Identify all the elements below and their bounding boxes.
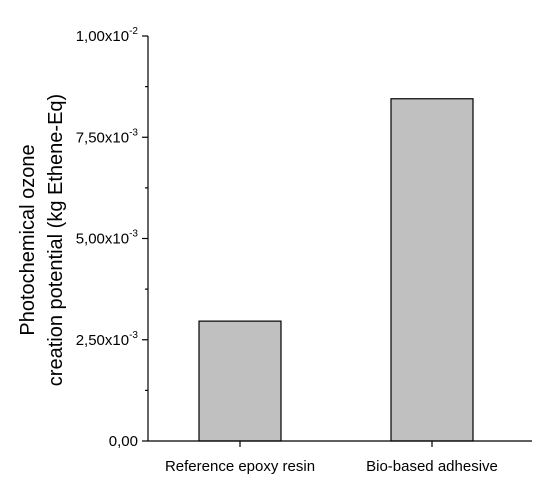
y-axis-label-line-1: Photochemical ozone [17, 144, 39, 335]
y-tick-label: 7,50x10-3 [76, 127, 139, 146]
bar-2 [390, 98, 474, 442]
bar-1 [198, 320, 282, 442]
y-axis-label: Photochemical ozone creation potential (… [17, 94, 67, 386]
x-tick-label: Bio-based adhesive [366, 458, 498, 475]
x-tick-label: Reference epoxy resin [165, 458, 315, 475]
y-tick-label: 5,00x10-3 [76, 229, 139, 248]
y-tick-label: 0,00 [109, 433, 138, 450]
x-axis: Reference epoxy resin Bio-based adhesive [148, 440, 532, 475]
y-axis: 0,00 2,50x10-3 5,00x10-3 7,50x10-3 1,00x10-2 [76, 26, 149, 450]
y-tick-label: 2,50x10-3 [76, 330, 139, 349]
bars-group [198, 98, 474, 442]
y-axis-label-line-2: creation potential (kg Ethene-Eq) [45, 94, 67, 386]
y-tick-label: 1,00x10-2 [76, 26, 139, 45]
